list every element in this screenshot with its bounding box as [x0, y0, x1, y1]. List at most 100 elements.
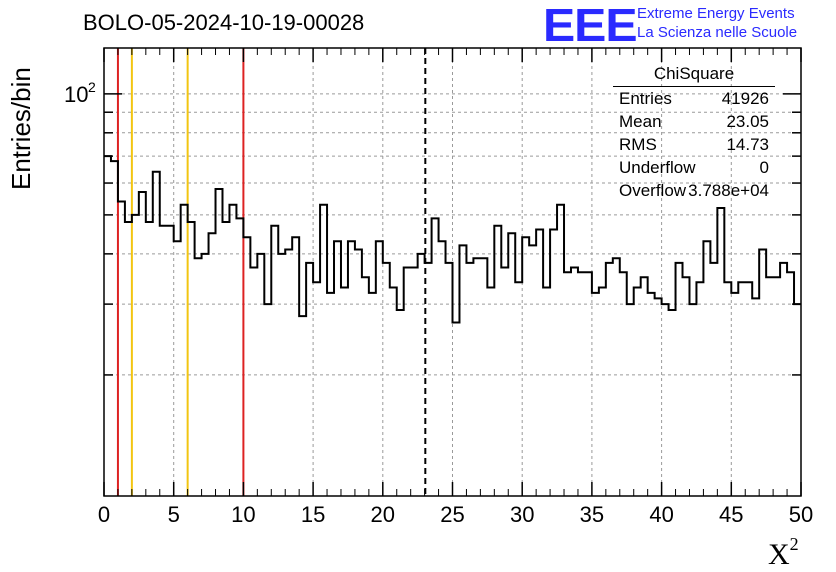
histogram-bin	[710, 263, 717, 264]
histogram-bin	[132, 215, 139, 216]
histogram-bin	[216, 189, 223, 190]
histogram-bin	[390, 287, 397, 288]
histogram-bin	[453, 323, 460, 324]
histogram-bin	[257, 254, 264, 255]
histogram-bin	[627, 304, 634, 305]
histogram-bin	[508, 233, 515, 234]
histogram-bin	[522, 237, 529, 238]
histogram-bin	[285, 250, 292, 251]
histogram-bin	[243, 237, 250, 238]
histogram-bin	[480, 258, 487, 259]
y-tick-label: 10	[64, 82, 88, 107]
histogram-bin	[501, 267, 508, 268]
stats-row: Mean 23.05	[611, 110, 781, 133]
stats-value: 23.05	[726, 112, 769, 131]
x-tick-label: 5	[168, 502, 180, 527]
histogram-bin	[202, 254, 209, 255]
histogram-bin	[543, 287, 550, 288]
histogram-bin	[564, 272, 571, 273]
histogram-bin	[529, 245, 536, 246]
histogram-bin	[334, 241, 341, 242]
x-tick-label: 50	[789, 502, 813, 527]
histogram-bin	[557, 205, 564, 206]
histogram-bin	[299, 316, 306, 317]
histogram-bin	[111, 161, 118, 162]
histogram-bin	[717, 208, 724, 209]
histogram-bin	[376, 241, 383, 242]
x-axis-ticks: 0 5 10 15 20 25 30 35 40 45 50	[98, 48, 813, 527]
histogram-series	[104, 155, 801, 324]
x-tick-label: 30	[510, 502, 534, 527]
logo-caption: Extreme Energy Events La Scienza nelle S…	[637, 4, 797, 42]
histogram-bin	[432, 218, 439, 219]
x-tick-label: 45	[719, 502, 743, 527]
histogram-bin	[209, 233, 216, 234]
histogram-bin	[362, 277, 369, 278]
histogram-bin	[703, 241, 710, 242]
x-tick-label: 15	[301, 502, 325, 527]
y-axis-label: Entries/bin	[6, 67, 36, 190]
histogram-bin	[264, 304, 271, 305]
histogram-bin	[459, 245, 466, 246]
stats-key: Underflow	[619, 158, 696, 177]
histogram-bin	[738, 282, 745, 283]
stats-value: 0	[759, 158, 769, 177]
histogram-bin	[571, 267, 578, 268]
stats-key: Mean	[619, 112, 662, 131]
histogram-bin	[320, 205, 327, 206]
histogram-bin	[613, 258, 620, 259]
stats-key: Overflow	[619, 181, 687, 200]
stats-row: RMS 14.73	[611, 133, 781, 156]
y-tick-label-exponent: 2	[88, 79, 96, 95]
histogram-bin	[355, 250, 362, 251]
histogram-bin	[341, 287, 348, 288]
histogram-bin	[731, 293, 738, 294]
histogram-bin	[696, 282, 703, 283]
x-tick-label: 25	[440, 502, 464, 527]
x-tick-label: 35	[580, 502, 604, 527]
histogram-bin	[425, 263, 432, 264]
histogram-bin	[766, 277, 773, 278]
histogram-bin	[250, 267, 257, 268]
stats-key: Entries	[619, 89, 672, 108]
histogram-bin	[578, 272, 585, 273]
histogram-bin	[634, 287, 641, 288]
x-axis-label-base: X	[768, 538, 790, 571]
histogram-bin	[599, 287, 606, 288]
histogram-bin	[648, 293, 655, 294]
reference-lines	[116, 48, 427, 496]
histogram-bin	[278, 254, 285, 255]
histogram-bin	[515, 282, 522, 283]
histogram-bin	[411, 267, 418, 268]
histogram-bin	[759, 250, 766, 251]
histogram-bin	[487, 287, 494, 288]
stats-box-title: ChiSquare	[613, 64, 775, 87]
histogram-bin	[181, 205, 188, 206]
histogram-bin	[348, 241, 355, 242]
histogram-bin	[118, 201, 125, 202]
histogram-bin	[195, 258, 202, 259]
chart-title: BOLO-05-2024-10-19-00028	[83, 10, 365, 35]
histogram-bin	[446, 263, 453, 264]
stats-key: RMS	[619, 135, 657, 154]
histogram-bin	[236, 218, 243, 219]
stats-row: Entries 41926	[611, 87, 781, 110]
x-tick-label: 10	[231, 502, 255, 527]
stats-box: ChiSquare Entries 41926 Mean 23.05 RMS 14.7…	[611, 64, 781, 202]
stats-value: 3.788e+04	[688, 181, 769, 200]
histogram-bin	[550, 229, 557, 230]
histogram-bin	[662, 304, 669, 305]
histogram-line	[104, 155, 801, 324]
histogram-bin	[606, 263, 613, 264]
histogram-bin	[787, 272, 794, 273]
histogram-bin	[724, 282, 731, 283]
histogram-bin	[271, 226, 278, 227]
x-axis-label: X2	[768, 534, 799, 572]
stats-value: 41926	[721, 89, 769, 108]
histogram-bin	[292, 237, 299, 238]
histogram-bin	[620, 272, 627, 273]
histogram-bin	[689, 304, 696, 305]
x-tick-label: 40	[649, 502, 673, 527]
histogram-bin	[439, 241, 446, 242]
y-axis-ticks: 10 2	[64, 79, 801, 376]
